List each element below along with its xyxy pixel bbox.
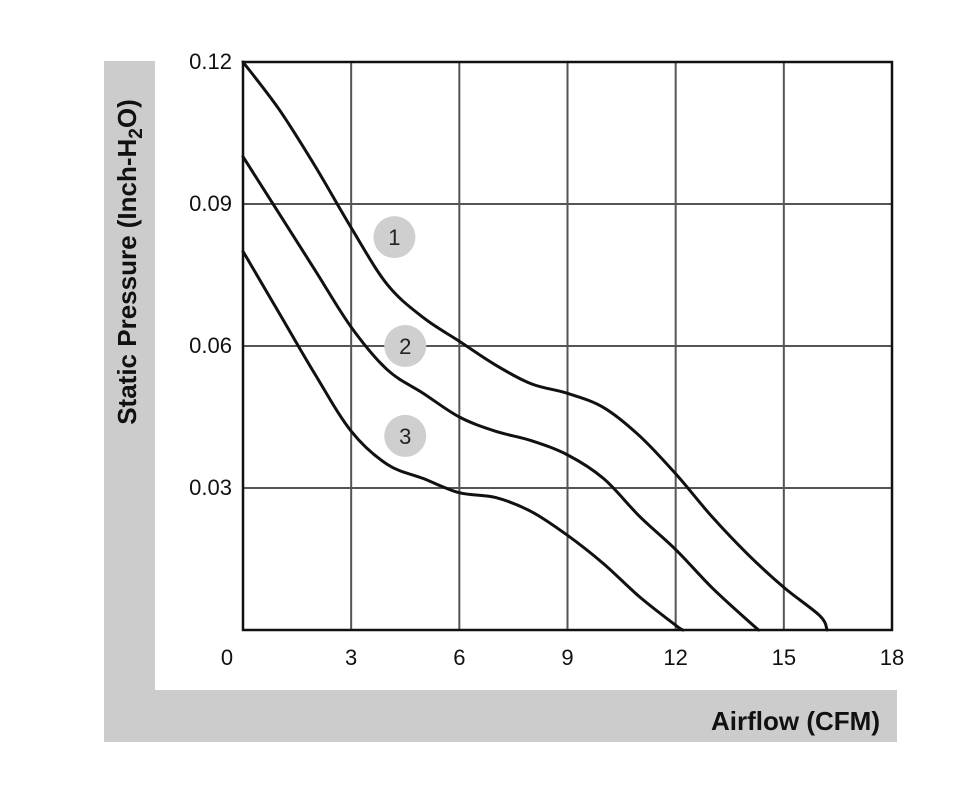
x-tick-label: 18 bbox=[880, 645, 904, 670]
series-line-3 bbox=[241, 249, 685, 632]
y-axis-title-subscript: 2 bbox=[126, 128, 147, 139]
frame-band bbox=[104, 61, 897, 742]
y-axis-title: Static Pressure (Inch-H2O) bbox=[112, 99, 147, 425]
x-axis-title: Airflow (CFM) bbox=[711, 706, 880, 736]
y-tick-label: 0.12 bbox=[189, 49, 232, 74]
x-tick-label: 15 bbox=[772, 645, 796, 670]
x-tick-label: 6 bbox=[453, 645, 465, 670]
curve-marker-label: 3 bbox=[399, 424, 411, 449]
y-axis-title-suffix: O) bbox=[112, 99, 142, 128]
series-line-1 bbox=[241, 60, 829, 632]
curve-marker-label: 2 bbox=[399, 334, 411, 359]
grid-lines bbox=[243, 62, 892, 630]
y-tick-label: 0.03 bbox=[189, 475, 232, 500]
curve-marker-circle bbox=[384, 414, 427, 457]
curve-marker-1: 1 bbox=[373, 216, 416, 259]
curve-marker-2: 2 bbox=[384, 325, 427, 367]
plot-border bbox=[241, 60, 894, 632]
series-line-2 bbox=[241, 155, 761, 632]
x-axis-ticks: 0 3 6 9 12 15 18 bbox=[221, 645, 904, 670]
curve-marker-circle bbox=[373, 216, 416, 259]
x-tick-label: 3 bbox=[345, 645, 357, 670]
curve-marker-circle bbox=[384, 325, 427, 367]
y-axis-ticks: 0.03 0.06 0.09 0.12 bbox=[189, 49, 232, 500]
x-tick-label: 12 bbox=[663, 645, 687, 670]
y-axis-title-prefix: Static Pressure (Inch-H bbox=[112, 139, 142, 425]
y-tick-label: 0.09 bbox=[189, 191, 232, 216]
series-lines bbox=[241, 60, 829, 632]
curve-marker-label: 1 bbox=[388, 225, 400, 250]
curve-markers: 1 2 3 bbox=[373, 216, 427, 457]
y-tick-label: 0.06 bbox=[189, 333, 232, 358]
x-tick-label: 0 bbox=[221, 645, 233, 670]
curve-marker-3: 3 bbox=[384, 414, 427, 457]
x-tick-label: 9 bbox=[561, 645, 573, 670]
